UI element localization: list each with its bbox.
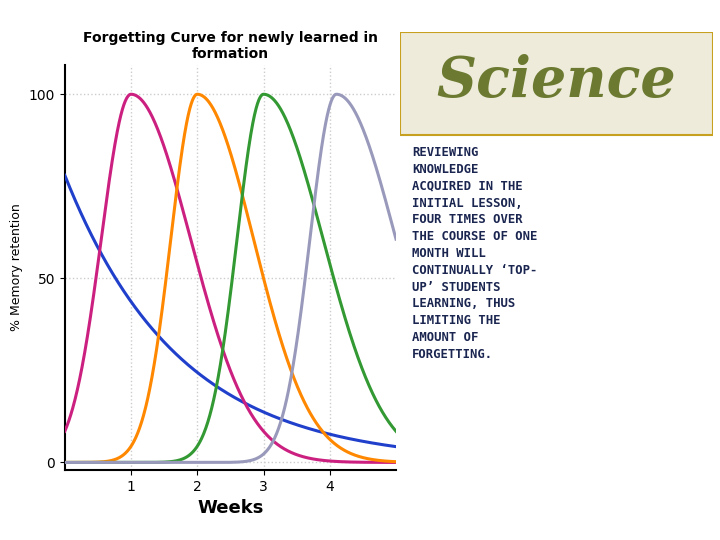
Title: Forgetting Curve for newly learned in
formation: Forgetting Curve for newly learned in fo… — [83, 31, 378, 61]
Bar — [400, 32, 713, 134]
Y-axis label: % Memory retention: % Memory retention — [10, 204, 23, 331]
Text: REVIEWING
KNOWLEDGE
ACQUIRED IN THE
INITIAL LESSON,
FOUR TIMES OVER
THE COURSE O: REVIEWING KNOWLEDGE ACQUIRED IN THE INIT… — [412, 146, 538, 361]
Text: Science: Science — [436, 53, 676, 109]
X-axis label: Weeks: Weeks — [197, 499, 264, 517]
